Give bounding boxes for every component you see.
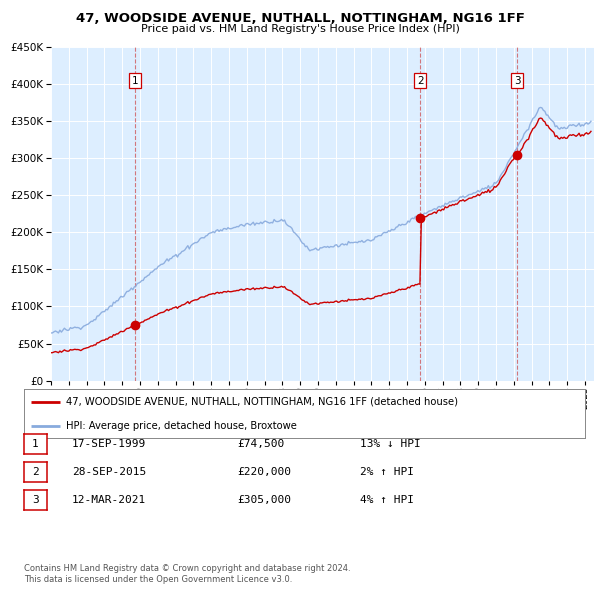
- Text: 2% ↑ HPI: 2% ↑ HPI: [360, 467, 414, 477]
- Text: 1: 1: [132, 76, 139, 86]
- Text: £74,500: £74,500: [237, 439, 284, 448]
- Text: 28-SEP-2015: 28-SEP-2015: [72, 467, 146, 477]
- Text: Contains HM Land Registry data © Crown copyright and database right 2024.: Contains HM Land Registry data © Crown c…: [24, 565, 350, 573]
- Text: 3: 3: [32, 496, 39, 505]
- Text: 4% ↑ HPI: 4% ↑ HPI: [360, 496, 414, 505]
- Text: 1: 1: [32, 439, 39, 448]
- Text: £305,000: £305,000: [237, 496, 291, 505]
- Text: 2: 2: [32, 467, 39, 477]
- Text: 3: 3: [514, 76, 521, 86]
- Text: £220,000: £220,000: [237, 467, 291, 477]
- Text: 17-SEP-1999: 17-SEP-1999: [72, 439, 146, 448]
- Text: 12-MAR-2021: 12-MAR-2021: [72, 496, 146, 505]
- Text: This data is licensed under the Open Government Licence v3.0.: This data is licensed under the Open Gov…: [24, 575, 292, 584]
- Text: 47, WOODSIDE AVENUE, NUTHALL, NOTTINGHAM, NG16 1FF (detached house): 47, WOODSIDE AVENUE, NUTHALL, NOTTINGHAM…: [66, 397, 458, 407]
- Text: Price paid vs. HM Land Registry's House Price Index (HPI): Price paid vs. HM Land Registry's House …: [140, 24, 460, 34]
- Text: 2: 2: [417, 76, 424, 86]
- Text: 13% ↓ HPI: 13% ↓ HPI: [360, 439, 421, 448]
- Text: 47, WOODSIDE AVENUE, NUTHALL, NOTTINGHAM, NG16 1FF: 47, WOODSIDE AVENUE, NUTHALL, NOTTINGHAM…: [76, 12, 524, 25]
- Text: HPI: Average price, detached house, Broxtowe: HPI: Average price, detached house, Brox…: [66, 421, 297, 431]
